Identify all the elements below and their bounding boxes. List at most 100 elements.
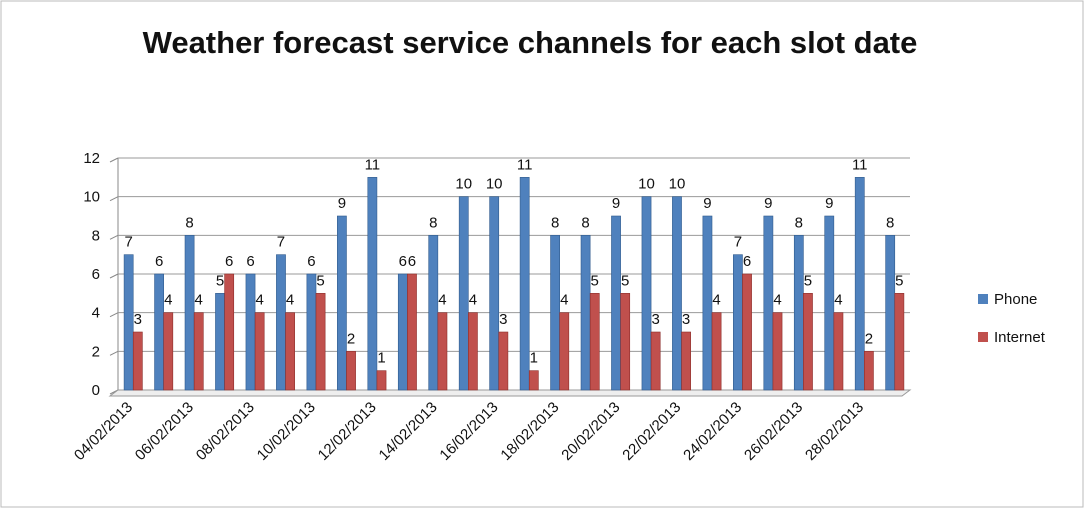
bar bbox=[184, 235, 195, 391]
data-label: 4 bbox=[773, 292, 781, 309]
bar bbox=[650, 331, 661, 391]
bar bbox=[458, 196, 469, 391]
data-label: 10 bbox=[638, 176, 655, 193]
bar bbox=[498, 331, 509, 391]
data-label: 3 bbox=[134, 311, 142, 328]
legend-swatch bbox=[978, 294, 988, 304]
data-label: 4 bbox=[255, 292, 263, 309]
x-tick-label: 08/02/2013 bbox=[193, 399, 258, 464]
data-label: 6 bbox=[307, 253, 315, 270]
bar bbox=[489, 196, 500, 391]
data-label: 8 bbox=[795, 214, 803, 231]
bar bbox=[132, 331, 143, 391]
data-label: 2 bbox=[347, 330, 355, 347]
data-label: 6 bbox=[246, 253, 254, 270]
legend-label: Phone bbox=[994, 291, 1037, 308]
y-tick-label: 0 bbox=[92, 382, 100, 399]
bar bbox=[885, 235, 896, 391]
bar bbox=[803, 293, 813, 391]
bar bbox=[559, 312, 570, 391]
data-label: 6 bbox=[743, 253, 751, 270]
bar bbox=[711, 312, 722, 391]
chart-title: Weather forecast service channels for ea… bbox=[142, 25, 918, 60]
bar bbox=[306, 273, 317, 391]
bar bbox=[276, 254, 286, 391]
bar bbox=[428, 235, 439, 391]
x-tick-label: 06/02/2013 bbox=[132, 399, 197, 464]
bar bbox=[772, 312, 783, 391]
data-label: 4 bbox=[469, 292, 477, 309]
data-label: 5 bbox=[621, 272, 629, 289]
y-tick bbox=[109, 157, 119, 163]
bar bbox=[285, 312, 295, 391]
data-label: 6 bbox=[399, 253, 407, 270]
data-label: 4 bbox=[164, 292, 172, 309]
bar bbox=[123, 254, 134, 391]
bar bbox=[519, 177, 530, 391]
data-label: 5 bbox=[591, 272, 599, 289]
x-tick-label: 18/02/2013 bbox=[497, 399, 562, 464]
bar bbox=[315, 293, 326, 391]
data-label: 5 bbox=[216, 272, 224, 289]
y-tick-label: 12 bbox=[83, 150, 100, 167]
data-label: 10 bbox=[669, 176, 686, 193]
y-tick bbox=[109, 312, 119, 318]
bar bbox=[620, 293, 631, 391]
bar bbox=[346, 351, 356, 391]
bar bbox=[376, 370, 387, 391]
x-tick-label: 24/02/2013 bbox=[680, 399, 745, 464]
bar bbox=[681, 331, 691, 391]
bar bbox=[254, 312, 265, 391]
data-label: 8 bbox=[185, 214, 193, 231]
x-tick-label: 14/02/2013 bbox=[376, 399, 441, 464]
y-tick-label: 2 bbox=[92, 343, 100, 360]
data-label: 9 bbox=[703, 195, 711, 212]
data-label: 9 bbox=[338, 195, 346, 212]
y-tick bbox=[109, 273, 119, 279]
data-label: 9 bbox=[612, 195, 620, 212]
bar bbox=[733, 254, 743, 391]
data-label: 8 bbox=[429, 214, 437, 231]
data-label: 1 bbox=[530, 350, 538, 367]
bar bbox=[854, 177, 865, 391]
x-tick-label: 20/02/2013 bbox=[558, 399, 623, 464]
x-tick-label: 04/02/2013 bbox=[71, 399, 136, 464]
bar bbox=[763, 215, 774, 391]
bar bbox=[641, 196, 652, 391]
y-tick-label: 10 bbox=[83, 189, 100, 206]
data-label: 4 bbox=[834, 292, 842, 309]
x-tick-label: 22/02/2013 bbox=[619, 399, 684, 464]
data-label: 5 bbox=[895, 272, 903, 289]
data-label: 3 bbox=[651, 311, 659, 328]
bar bbox=[528, 370, 539, 391]
bar bbox=[367, 177, 378, 391]
y-tick bbox=[109, 234, 119, 240]
data-label: 10 bbox=[486, 176, 503, 193]
bar bbox=[154, 273, 164, 391]
data-label: 7 bbox=[124, 234, 132, 251]
legend-label: Internet bbox=[994, 329, 1046, 346]
bar bbox=[742, 273, 752, 391]
y-tick bbox=[109, 196, 119, 202]
bar bbox=[672, 196, 682, 391]
bar bbox=[193, 312, 204, 391]
legend-swatch bbox=[978, 332, 988, 342]
bar bbox=[337, 215, 347, 391]
data-label: 9 bbox=[764, 195, 772, 212]
y-tick-label: 4 bbox=[92, 305, 100, 322]
data-label: 8 bbox=[581, 214, 589, 231]
data-label: 7 bbox=[734, 234, 742, 251]
bar bbox=[437, 312, 448, 391]
data-label: 4 bbox=[560, 292, 568, 309]
bar bbox=[397, 273, 408, 391]
floor bbox=[108, 389, 912, 397]
data-label: 4 bbox=[438, 292, 446, 309]
bar bbox=[215, 293, 225, 391]
data-label: 6 bbox=[225, 253, 233, 270]
bar bbox=[589, 293, 600, 391]
data-label: 9 bbox=[825, 195, 833, 212]
data-label: 5 bbox=[804, 272, 812, 289]
data-label: 11 bbox=[365, 156, 381, 173]
